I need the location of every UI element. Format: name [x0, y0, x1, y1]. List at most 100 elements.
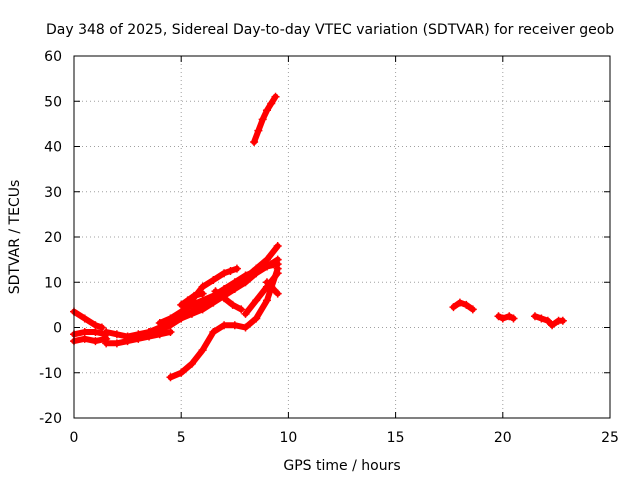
data-point-marker	[494, 312, 503, 321]
data-point-marker	[177, 300, 186, 309]
data-point-marker	[220, 269, 229, 278]
series-line	[450, 299, 476, 313]
data-point-marker	[166, 328, 175, 337]
series-arc-15	[250, 92, 280, 146]
axis-ticks	[73, 55, 611, 419]
data-point-marker	[211, 287, 220, 296]
data-point-marker	[537, 314, 546, 323]
y-tick-label: 20	[44, 230, 62, 246]
data-point-marker	[252, 314, 261, 323]
data-point-marker	[166, 314, 175, 323]
data-point-marker	[134, 332, 143, 341]
data-point-marker	[271, 92, 280, 101]
data-point-marker	[91, 321, 100, 330]
series-arc-14	[166, 264, 282, 382]
data-point-marker	[145, 328, 154, 337]
y-tick-label: 40	[44, 140, 62, 156]
data-point-marker	[209, 275, 218, 284]
data-point-marker	[112, 339, 121, 348]
x-tick-label: 25	[601, 430, 619, 446]
data-point-marker	[187, 309, 196, 318]
series-line	[71, 335, 110, 345]
data-point-marker	[252, 266, 261, 275]
series-arc-16	[449, 298, 477, 314]
data-point-marker	[273, 242, 282, 251]
y-tick-label: 0	[53, 321, 62, 337]
data-point-marker	[273, 289, 282, 298]
series-line	[495, 313, 517, 322]
y-tick-label: -20	[39, 411, 62, 427]
data-point-marker	[262, 106, 271, 115]
data-point-marker	[230, 278, 239, 287]
data-point-marker	[241, 271, 250, 280]
data-point-marker	[97, 323, 106, 332]
data-point-marker	[530, 312, 539, 321]
series-arc-17	[494, 312, 518, 323]
x-tick-label: 15	[387, 430, 405, 446]
data-point-marker	[228, 300, 237, 309]
data-point-marker	[220, 285, 229, 294]
data-point-marker	[273, 264, 282, 273]
data-point-marker	[198, 289, 207, 298]
data-point-marker	[155, 318, 164, 327]
x-axis-label: GPS time / hours	[283, 458, 400, 474]
series-line	[212, 288, 245, 313]
data-point-marker	[462, 300, 471, 309]
data-point-marker	[558, 316, 567, 325]
y-tick-label: -10	[39, 366, 62, 382]
data-point-marker	[232, 264, 241, 273]
data-point-marker	[198, 346, 207, 355]
x-tick-label: 5	[177, 430, 186, 446]
data-point-marker	[468, 305, 477, 314]
y-tick-label: 60	[44, 49, 62, 65]
series-arc-10	[177, 289, 207, 309]
data-point-marker	[548, 321, 557, 330]
data-point-marker	[91, 328, 100, 337]
data-point-marker	[102, 328, 111, 337]
data-point-marker	[258, 115, 267, 124]
data-point-marker	[91, 337, 100, 346]
data-point-marker	[198, 305, 207, 314]
series-arc-18	[530, 312, 567, 330]
data-point-marker	[102, 339, 111, 348]
x-tick-labels: 0 5 10 15 20 25	[70, 430, 619, 446]
chart-title: Day 348 of 2025, Sidereal Day-to-day VTE…	[46, 22, 614, 38]
y-axis-label: SDTVAR / TECUs	[7, 180, 23, 295]
x-tick-label: 10	[279, 430, 297, 446]
data-point-marker	[190, 291, 199, 300]
data-point-marker	[250, 137, 259, 146]
data-point-marker	[220, 294, 229, 303]
y-tick-label: 30	[44, 185, 62, 201]
data-series	[70, 92, 567, 382]
data-point-marker	[80, 314, 89, 323]
data-point-marker	[123, 334, 132, 343]
data-point-marker	[505, 312, 514, 321]
series-arc-11	[211, 287, 246, 314]
data-point-marker	[198, 296, 207, 305]
data-point-marker	[262, 278, 271, 287]
data-point-marker	[80, 328, 89, 337]
grid	[74, 56, 610, 418]
data-point-marker	[177, 309, 186, 318]
data-point-marker	[226, 266, 235, 275]
series-line	[71, 329, 110, 338]
data-point-marker	[498, 314, 507, 323]
data-point-marker	[241, 323, 250, 332]
data-point-marker	[80, 334, 89, 343]
data-point-marker	[177, 368, 186, 377]
data-point-marker	[187, 359, 196, 368]
data-point-marker	[254, 126, 263, 135]
data-point-marker	[166, 373, 175, 382]
data-point-marker	[209, 298, 218, 307]
data-point-marker	[455, 298, 464, 307]
data-point-marker	[509, 314, 518, 323]
series-line	[71, 308, 105, 331]
data-point-marker	[543, 316, 552, 325]
data-point-marker	[267, 99, 276, 108]
data-point-marker	[262, 255, 271, 264]
data-point-marker	[241, 309, 250, 318]
data-point-marker	[198, 282, 207, 291]
data-point-marker	[183, 296, 192, 305]
